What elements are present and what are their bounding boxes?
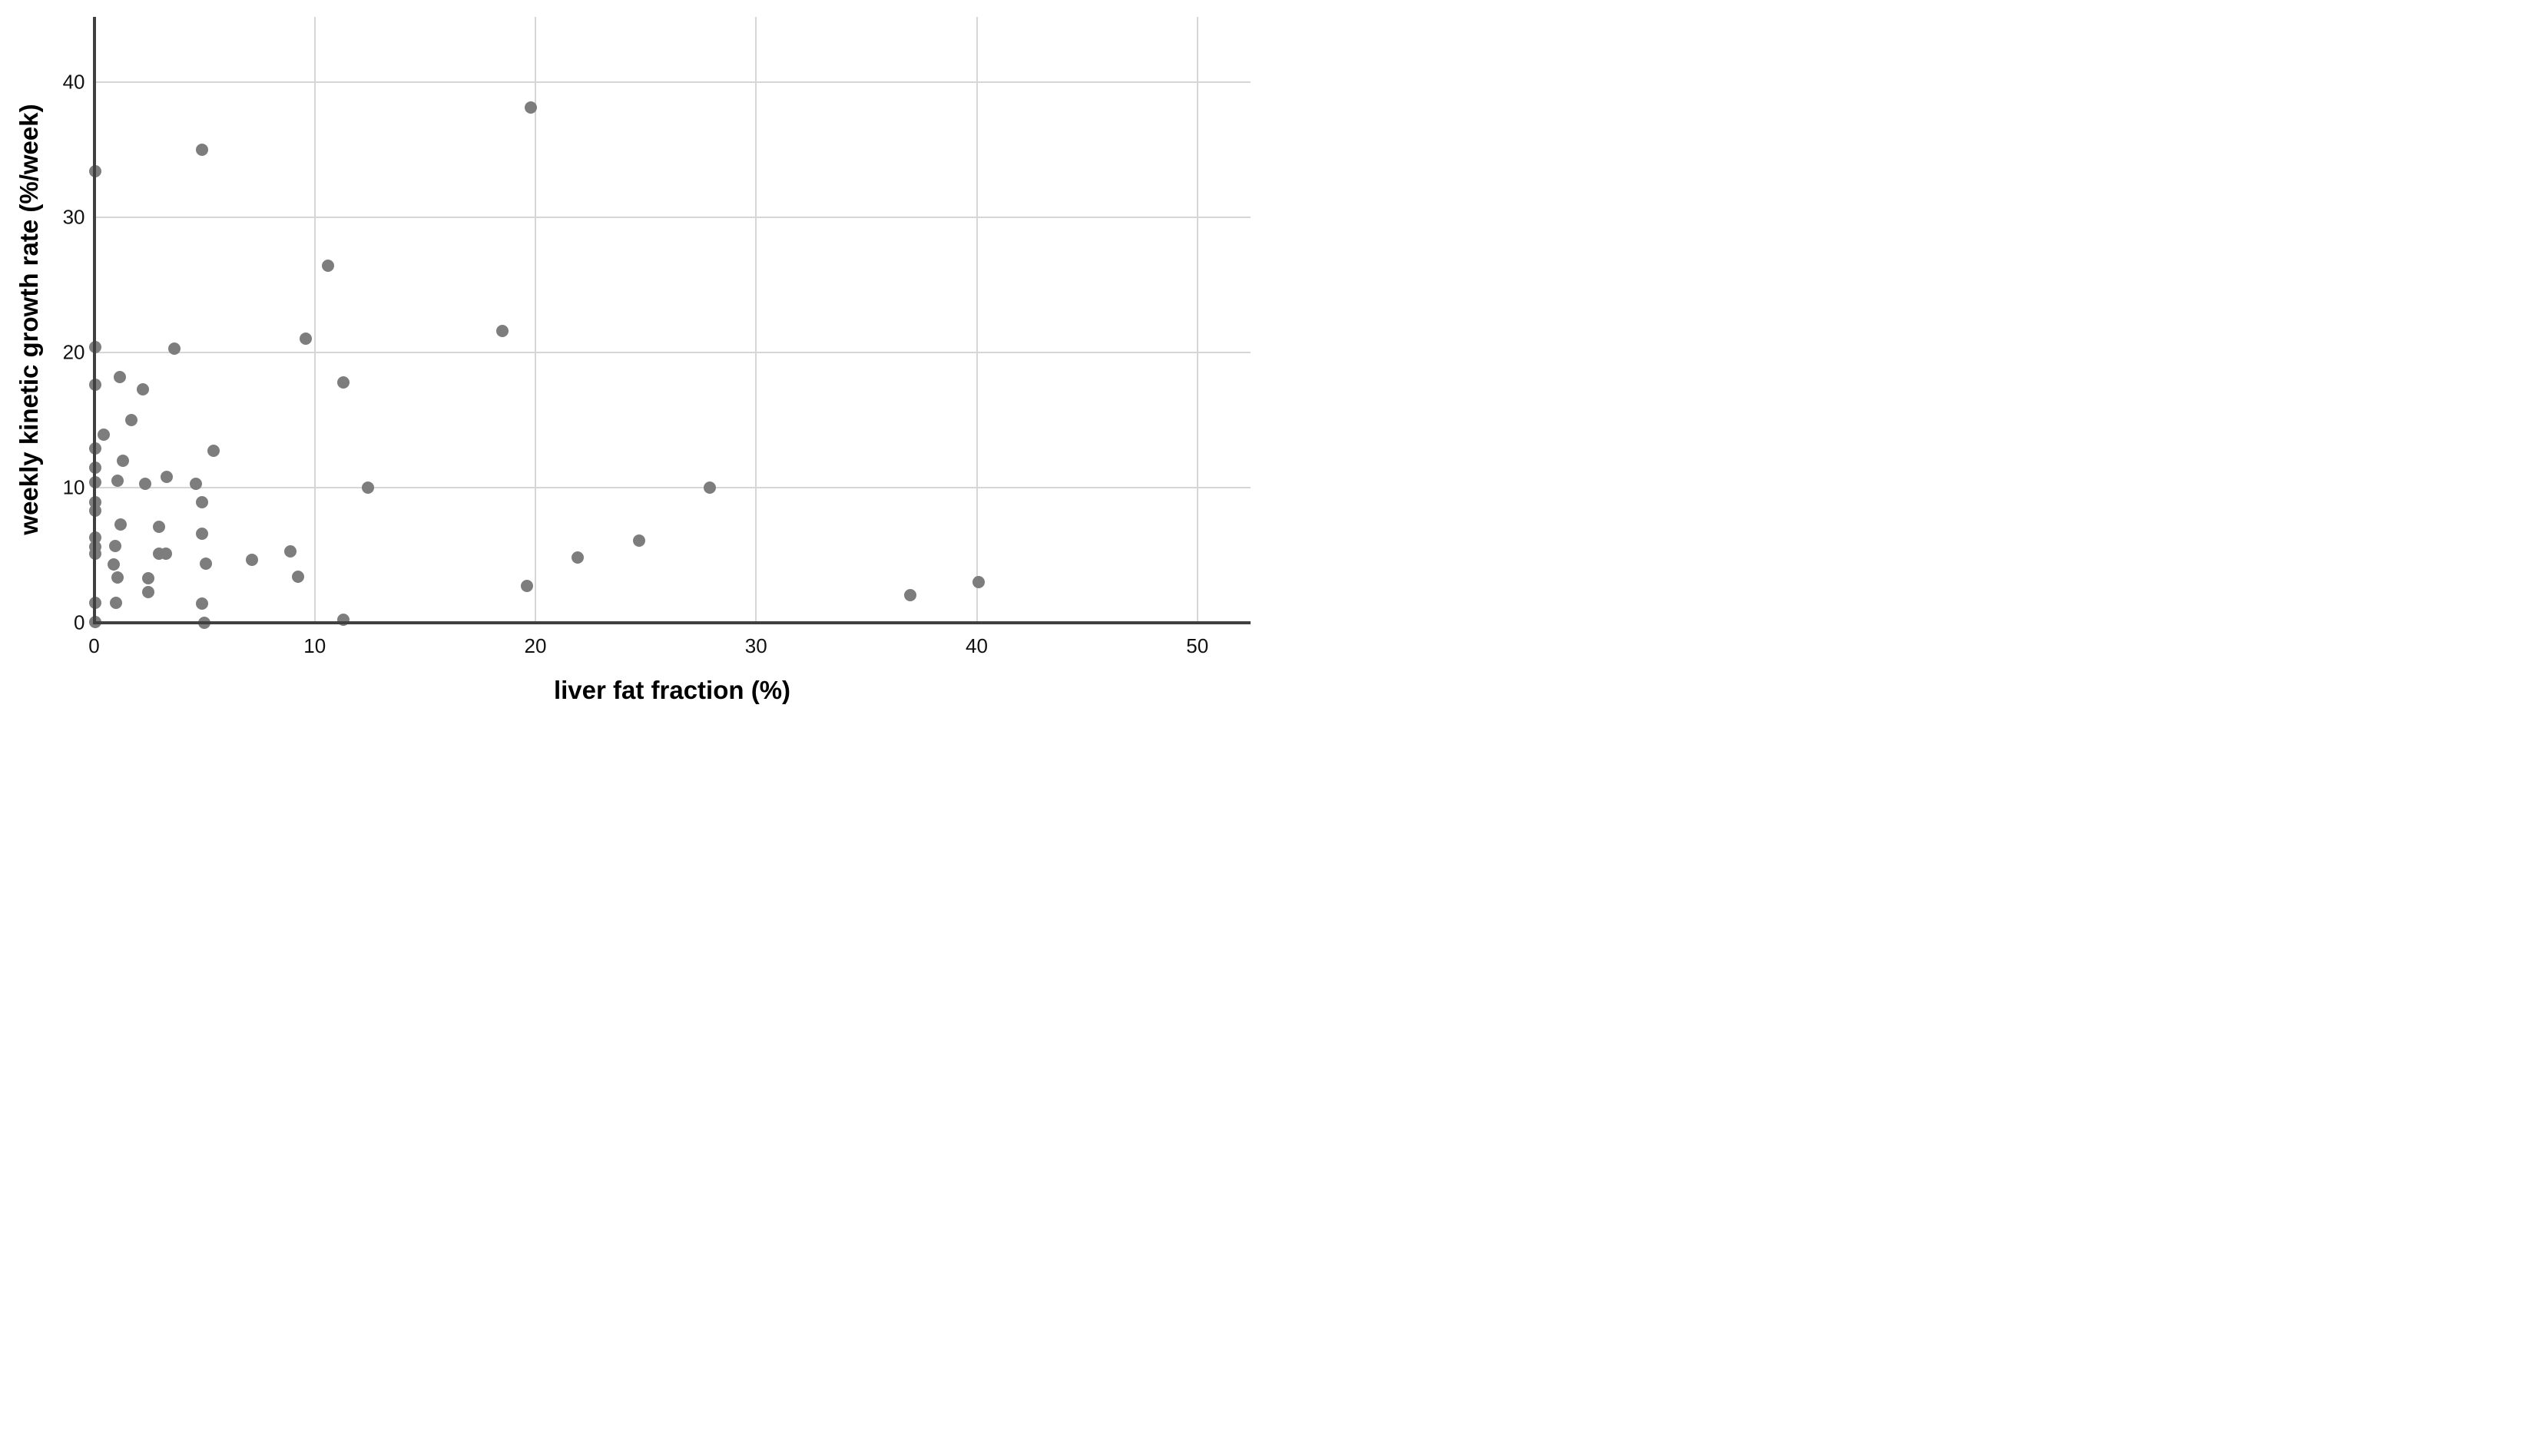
y-gridline: [92, 217, 1251, 218]
data-point: [495, 324, 509, 337]
scatter-chart-figure: 0 10 20 30 40 0 10 20 30 40 50 weekly kinetic grow…: [0, 0, 1269, 728]
data-point: [196, 144, 209, 156]
data-point: [111, 475, 124, 488]
data-point: [972, 576, 986, 589]
x-tick-label: 30: [744, 634, 767, 657]
data-point: [108, 539, 121, 552]
data-point: [703, 481, 716, 494]
data-point: [199, 557, 212, 570]
data-point: [633, 534, 645, 547]
data-point: [571, 551, 584, 564]
data-point: [98, 429, 111, 442]
x-gridline: [313, 17, 316, 624]
data-point: [207, 445, 220, 458]
data-point: [161, 470, 174, 483]
x-tick-label: 20: [524, 634, 547, 657]
data-point: [300, 333, 313, 346]
data-point: [141, 585, 154, 598]
data-point: [136, 382, 149, 395]
x-tick-label: 40: [966, 634, 988, 657]
data-point: [108, 558, 121, 571]
data-point: [138, 477, 151, 490]
x-tick-label: 50: [1186, 634, 1209, 657]
data-point: [159, 548, 172, 561]
data-point: [196, 496, 209, 509]
plot-area: 0 10 20 30 40 0 10 20 30 40 50: [0, 0, 1269, 728]
x-axis-line: [92, 621, 1251, 624]
y-tick-label: 20: [62, 340, 85, 364]
x-tick-label: 0: [88, 634, 100, 657]
data-point: [520, 579, 533, 592]
x-gridline: [535, 17, 536, 624]
x-gridline: [1196, 17, 1198, 624]
y-tick-label: 10: [62, 475, 85, 499]
x-axis-title: liver fat fraction (%): [553, 676, 791, 704]
y-gridline: [92, 352, 1251, 353]
data-point: [114, 518, 127, 531]
y-tick-label: 30: [62, 205, 85, 229]
data-point: [361, 481, 374, 494]
data-point: [189, 477, 202, 490]
data-point: [904, 588, 917, 601]
data-point: [110, 596, 123, 609]
data-point: [337, 614, 350, 627]
y-gridline: [92, 487, 1251, 488]
data-point: [284, 544, 297, 558]
y-axis-title: weekly kinetic growth rate (%/week): [15, 104, 43, 535]
y-tick-label: 40: [62, 70, 85, 94]
data-point: [113, 370, 126, 383]
y-gridline: [92, 81, 1251, 83]
data-point: [245, 554, 258, 567]
x-tick-label: 10: [303, 634, 326, 657]
data-point: [111, 571, 124, 584]
data-point: [292, 571, 305, 584]
data-point: [168, 342, 181, 355]
data-point: [321, 260, 334, 273]
data-point: [337, 376, 350, 389]
data-point: [141, 571, 154, 584]
data-point: [196, 527, 209, 540]
data-point: [125, 414, 138, 426]
data-point: [196, 597, 209, 611]
y-axis-line: [92, 17, 96, 624]
x-gridline: [755, 17, 757, 624]
data-point: [525, 101, 538, 114]
data-point: [116, 454, 129, 467]
x-gridline: [976, 17, 978, 624]
y-tick-label: 0: [74, 611, 85, 634]
data-point: [153, 521, 166, 534]
